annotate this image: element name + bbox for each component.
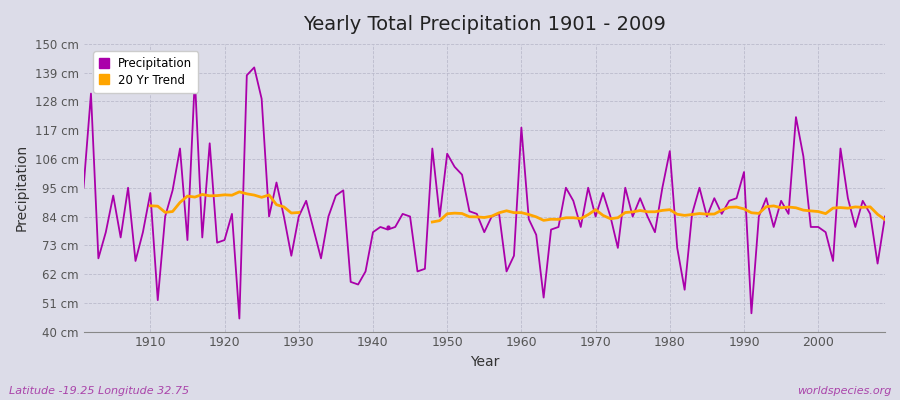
Text: worldspecies.org: worldspecies.org: [796, 386, 891, 396]
Title: Yearly Total Precipitation 1901 - 2009: Yearly Total Precipitation 1901 - 2009: [302, 15, 666, 34]
X-axis label: Year: Year: [470, 355, 499, 369]
Text: Latitude -19.25 Longitude 32.75: Latitude -19.25 Longitude 32.75: [9, 386, 189, 396]
Y-axis label: Precipitation: Precipitation: [15, 144, 29, 231]
Legend: Precipitation, 20 Yr Trend: Precipitation, 20 Yr Trend: [94, 51, 198, 92]
